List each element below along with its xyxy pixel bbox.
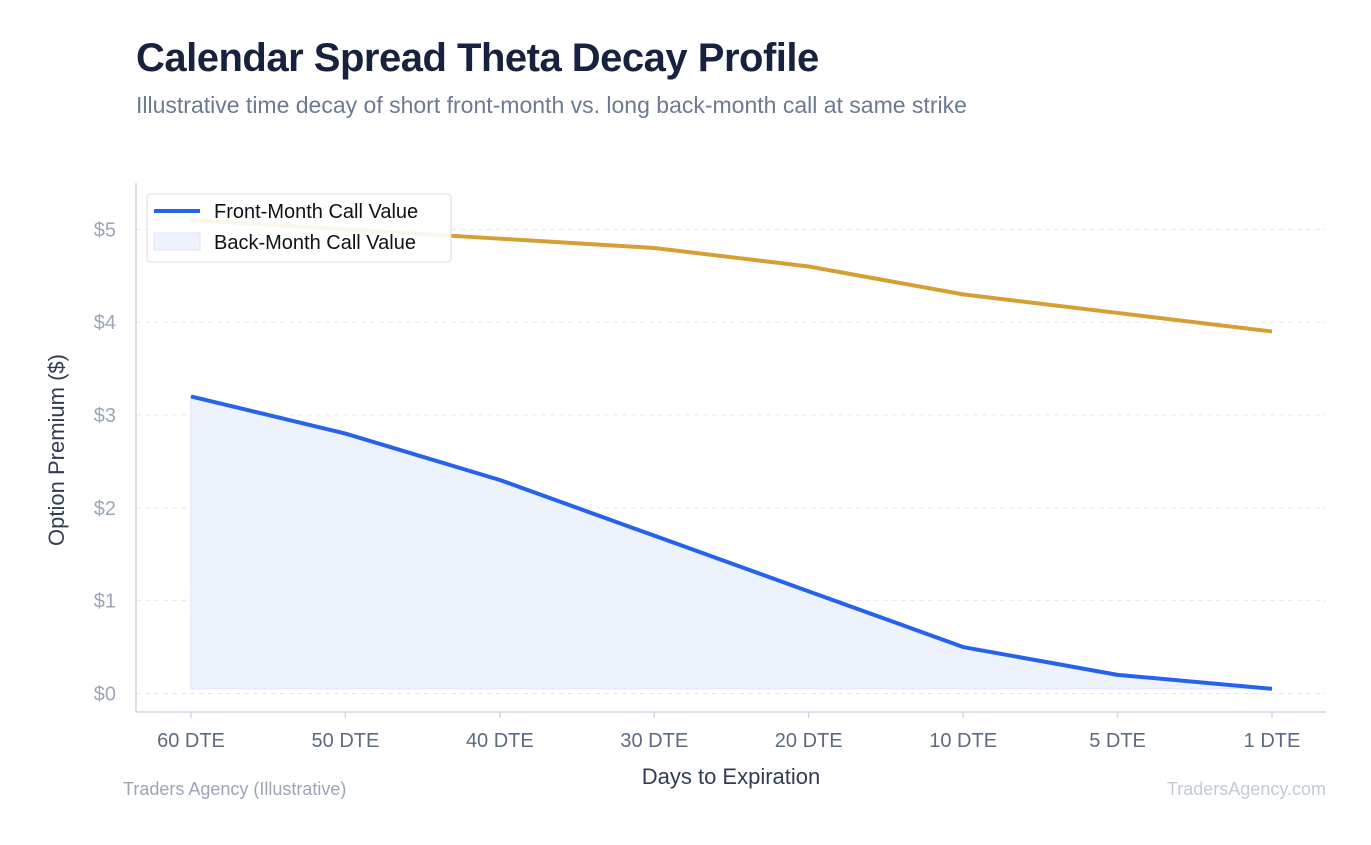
- point-front-month-call-value: [498, 478, 502, 482]
- point-front-month-call-value: [1116, 673, 1120, 677]
- x-tick-label: 20 DTE: [775, 730, 843, 752]
- point-back-month-call-value: [498, 237, 502, 241]
- point-front-month-call-value: [189, 394, 193, 398]
- legend: Front-Month Call Value Back-Month Call V…: [146, 193, 452, 263]
- y-tick-label: $3: [94, 405, 116, 427]
- x-tick-label: 10 DTE: [929, 730, 997, 752]
- legend-box: [146, 193, 452, 263]
- x-tick-label: 5 DTE: [1089, 730, 1146, 752]
- y-tick-label: $5: [94, 219, 116, 241]
- chart-title: Calendar Spread Theta Decay Profile: [136, 36, 819, 80]
- y-tick-label: $1: [94, 591, 116, 613]
- legend-label-front-month: Front-Month Call Value: [214, 201, 418, 223]
- chart-subtitle: Illustrative time decay of short front-m…: [136, 92, 967, 118]
- source-note: Traders Agency (Illustrative): [123, 779, 347, 799]
- point-back-month-call-value: [1270, 329, 1274, 333]
- y-tick-label: $2: [94, 498, 116, 520]
- point-front-month-call-value: [343, 432, 347, 436]
- point-back-month-call-value: [807, 265, 811, 269]
- area-front-month-call-value: [190, 395, 1273, 690]
- axes: [135, 183, 1326, 713]
- x-tick-labels: 60 DTE 50 DTE 40 DTE 30 DTE 20 DTE 10 DTE 5 DT…: [157, 712, 1300, 752]
- x-tick-label: 40 DTE: [466, 730, 534, 752]
- x-axis-title: Days to Expiration: [642, 764, 821, 789]
- point-back-month-call-value: [1116, 311, 1120, 315]
- point-back-month-call-value: [961, 292, 965, 296]
- x-tick-label: 1 DTE: [1244, 730, 1301, 752]
- y-tick-label: $4: [94, 312, 116, 334]
- legend-label-back-month: Back-Month Call Value: [214, 232, 416, 254]
- point-front-month-call-value: [1270, 687, 1274, 691]
- y-tick-label: $0: [94, 683, 116, 705]
- line-front-month-call-value: [190, 394, 1273, 691]
- point-front-month-call-value: [652, 534, 656, 538]
- watermark: TradersAgency.com: [1166, 779, 1326, 799]
- x-tick-label: 30 DTE: [620, 730, 688, 752]
- y-axis-title: Option Premium ($): [44, 354, 69, 546]
- legend-swatch-back-month: [153, 232, 201, 251]
- point-front-month-call-value: [807, 589, 811, 593]
- y-tick-labels: $0 $1 $2 $3 $4 $5: [94, 219, 116, 705]
- area-layer: [190, 395, 1273, 690]
- point-back-month-call-value: [652, 246, 656, 250]
- x-tick-label: 50 DTE: [312, 730, 380, 752]
- point-front-month-call-value: [961, 645, 965, 649]
- x-tick-label: 60 DTE: [157, 730, 225, 752]
